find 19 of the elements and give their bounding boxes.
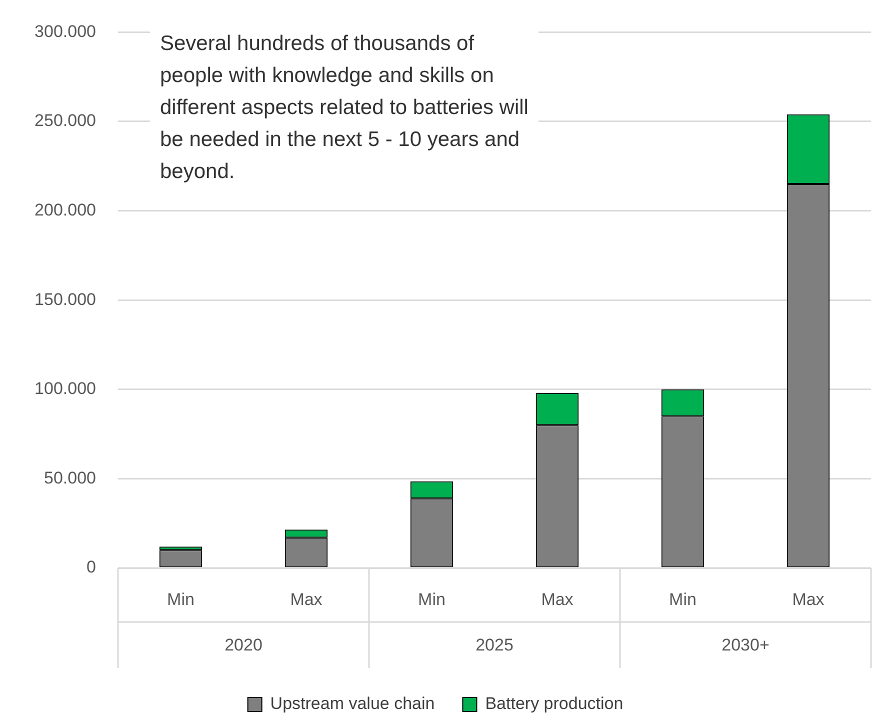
y-tick-label: 200.000 bbox=[34, 200, 96, 220]
text: 2020 bbox=[224, 636, 262, 655]
y-tick-label: 250.000 bbox=[34, 111, 96, 130]
y-tick-label: 100.000 bbox=[34, 379, 96, 398]
x-tick-label: Max bbox=[290, 590, 323, 609]
x-tick-label: Max bbox=[792, 590, 825, 609]
legend-label: Battery production bbox=[485, 694, 624, 714]
text: 2030+ bbox=[722, 636, 770, 655]
annotation: Several hundreds of thousands of people with knowledge and skills on different aspects related to batteries will be needed in the next 5 - 10 years and beyond. bbox=[160, 32, 528, 183]
y-tick-label: 300.000 bbox=[34, 22, 96, 41]
x-tick-label: Min bbox=[167, 590, 194, 609]
y-tick-label: 150.000 bbox=[34, 290, 96, 309]
y-tick-label: 50.000 bbox=[44, 468, 96, 488]
legend-label: Upstream value chain bbox=[270, 694, 435, 714]
x-tick-label: Min bbox=[418, 590, 446, 609]
x-tick-label: Min bbox=[669, 590, 696, 609]
x-tick-label: Max bbox=[541, 590, 574, 609]
text: 2025 bbox=[476, 636, 514, 655]
y-tick-label: 0 bbox=[86, 558, 96, 577]
